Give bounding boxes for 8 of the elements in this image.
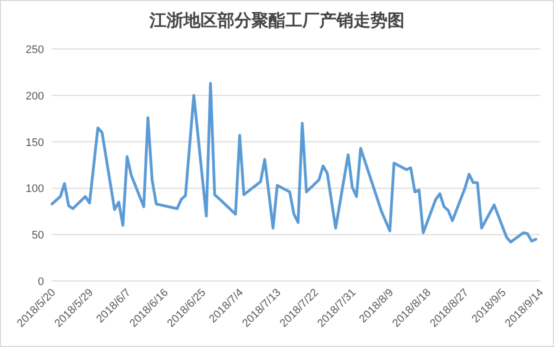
y-tick-label: 200 (26, 90, 44, 102)
y-tick-label: 50 (32, 230, 44, 242)
line-series (50, 82, 538, 244)
chart-title: 江浙地区部分聚酯工厂产销走势图 (148, 11, 404, 31)
y-tick-label: 150 (26, 136, 44, 149)
y-tick-label: 0 (38, 276, 44, 288)
y-tick-label: 250 (26, 44, 44, 56)
y-tick-label: 100 (26, 183, 44, 196)
